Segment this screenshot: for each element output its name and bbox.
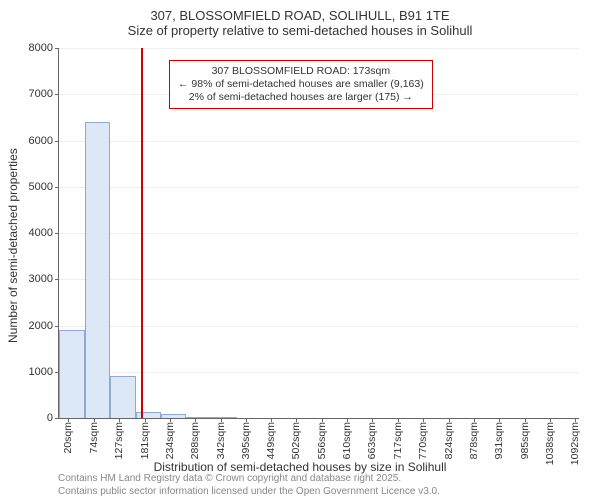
footer-line1: Contains HM Land Registry data © Crown c… bbox=[58, 472, 440, 485]
xtick-label: 288sqm bbox=[189, 418, 201, 459]
gridline bbox=[59, 141, 579, 142]
title-block: 307, BLOSSOMFIELD ROAD, SOLIHULL, B91 1T… bbox=[0, 0, 600, 38]
xtick-label: 20sqm bbox=[62, 418, 74, 454]
xtick-label: 502sqm bbox=[290, 418, 302, 459]
ytick-label: 6000 bbox=[29, 135, 59, 147]
reference-line bbox=[141, 48, 143, 418]
xtick-label: 342sqm bbox=[215, 418, 227, 459]
xtick-label: 234sqm bbox=[164, 418, 176, 459]
gridline bbox=[59, 233, 579, 234]
gridline bbox=[59, 187, 579, 188]
info-box-line: 2% of semi-detached houses are larger (1… bbox=[178, 91, 424, 104]
histogram-bar bbox=[85, 122, 111, 418]
ytick-label: 5000 bbox=[29, 181, 59, 193]
chart-container: 307, BLOSSOMFIELD ROAD, SOLIHULL, B91 1T… bbox=[0, 0, 600, 500]
gridline bbox=[59, 372, 579, 373]
xtick-label: 127sqm bbox=[113, 418, 125, 459]
xtick-label: 1092sqm bbox=[569, 418, 581, 465]
footer-text: Contains HM Land Registry data © Crown c… bbox=[58, 472, 440, 498]
histogram-bar bbox=[110, 376, 136, 418]
gridline bbox=[59, 279, 579, 280]
xtick-label: 610sqm bbox=[341, 418, 353, 459]
xtick-label: 717sqm bbox=[392, 418, 404, 459]
info-box-line: 307 BLOSSOMFIELD ROAD: 173sqm bbox=[178, 65, 424, 78]
xtick-label: 395sqm bbox=[240, 418, 252, 459]
plot-area: 010002000300040005000600070008000307 BLO… bbox=[58, 48, 579, 419]
xtick-label: 878sqm bbox=[468, 418, 480, 459]
xtick-label: 931sqm bbox=[493, 418, 505, 459]
xtick-label: 985sqm bbox=[519, 418, 531, 459]
xtick-label: 1038sqm bbox=[544, 418, 556, 465]
gridline bbox=[59, 326, 579, 327]
ytick-label: 7000 bbox=[29, 88, 59, 100]
xtick-label: 449sqm bbox=[265, 418, 277, 459]
xtick-label: 770sqm bbox=[417, 418, 429, 459]
xtick-label: 824sqm bbox=[443, 418, 455, 459]
ytick-label: 3000 bbox=[29, 273, 59, 285]
ytick-label: 8000 bbox=[29, 42, 59, 54]
xtick-label: 181sqm bbox=[139, 418, 151, 459]
title-line1: 307, BLOSSOMFIELD ROAD, SOLIHULL, B91 1T… bbox=[0, 8, 600, 23]
xtick-label: 556sqm bbox=[316, 418, 328, 459]
ytick-label: 0 bbox=[47, 412, 59, 424]
histogram-bar bbox=[59, 330, 85, 418]
ytick-label: 1000 bbox=[29, 366, 59, 378]
xtick-label: 74sqm bbox=[88, 418, 100, 454]
ytick-label: 4000 bbox=[29, 227, 59, 239]
info-box: 307 BLOSSOMFIELD ROAD: 173sqm← 98% of se… bbox=[169, 60, 433, 109]
footer-line2: Contains public sector information licen… bbox=[58, 485, 440, 498]
info-box-line: ← 98% of semi-detached houses are smalle… bbox=[178, 78, 424, 91]
title-line2: Size of property relative to semi-detach… bbox=[0, 23, 600, 38]
ytick-label: 2000 bbox=[29, 320, 59, 332]
y-axis-label: Number of semi-detached properties bbox=[6, 148, 20, 343]
xtick-label: 663sqm bbox=[366, 418, 378, 459]
gridline bbox=[59, 48, 579, 49]
